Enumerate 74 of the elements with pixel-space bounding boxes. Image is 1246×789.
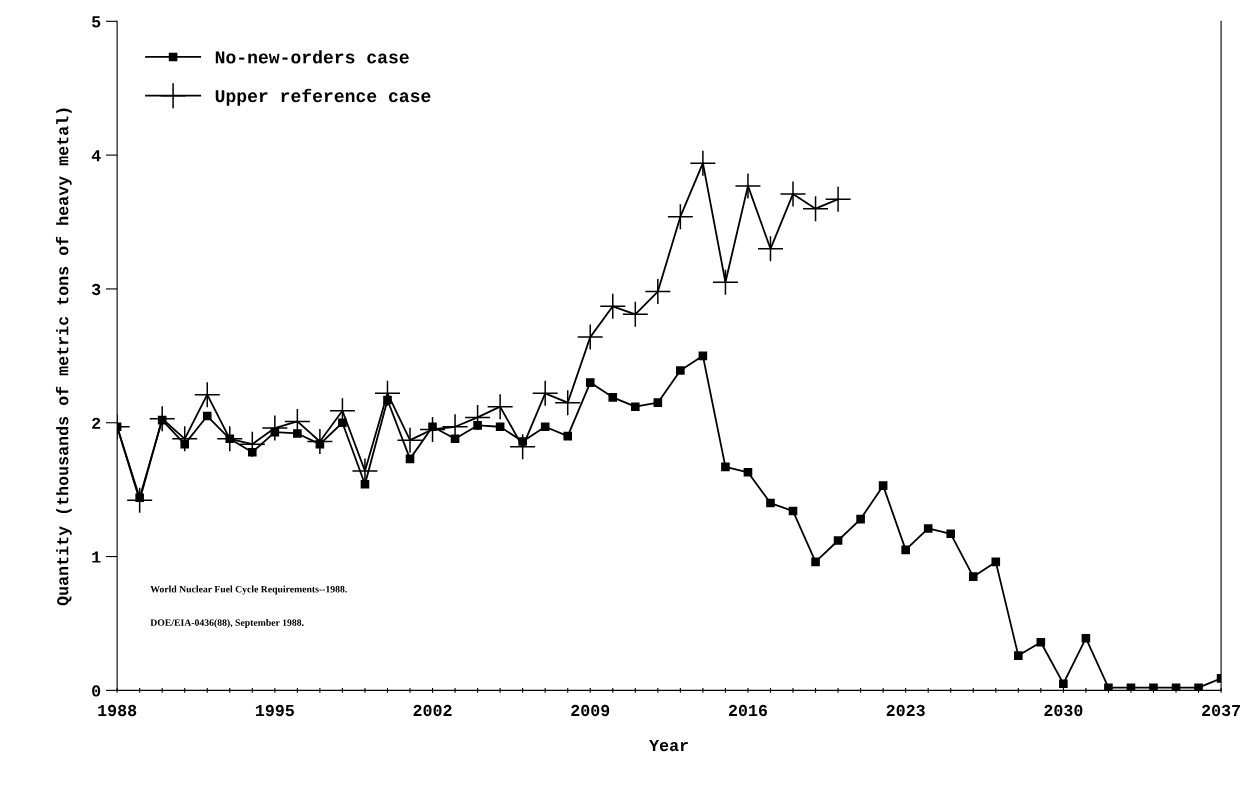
point — [577, 324, 603, 350]
point — [878, 481, 888, 490]
point — [487, 394, 513, 420]
y-tick-label: 3 — [91, 283, 101, 296]
point — [735, 173, 761, 199]
y-tick-label: 0 — [92, 685, 101, 697]
point — [1194, 683, 1203, 691]
point — [563, 431, 573, 441]
legend-label: No-new-orders case — [215, 50, 409, 64]
point — [630, 402, 640, 411]
point — [645, 279, 671, 305]
x-tick-label: 2030 — [1044, 704, 1083, 717]
point — [194, 382, 220, 408]
point — [712, 269, 738, 295]
y-tick-label: 2 — [92, 417, 101, 429]
point — [788, 506, 798, 516]
point — [1059, 679, 1068, 688]
x-tick-label: 1995 — [255, 704, 294, 717]
point — [676, 366, 685, 375]
y-tick-label: 4 — [91, 150, 101, 162]
point — [690, 150, 716, 176]
point — [946, 529, 956, 539]
annotation: World Nuclear Fuel Cycle Requirements--1988. — [150, 585, 347, 595]
point — [780, 181, 806, 207]
point — [383, 395, 392, 405]
point — [495, 422, 505, 432]
point — [338, 418, 347, 428]
y-axis-title: Quantity (thousands of metric tons of heavy metal) — [55, 108, 72, 606]
point — [1126, 683, 1136, 691]
point — [600, 293, 626, 319]
point — [540, 422, 550, 432]
point — [923, 524, 933, 533]
point — [1081, 633, 1091, 643]
x-tick-label: 2037 — [1202, 704, 1240, 717]
x-tick-label: 2009 — [571, 704, 610, 717]
x-tick-label: 2016 — [728, 704, 768, 717]
point — [1104, 683, 1113, 691]
point — [405, 454, 415, 464]
point — [833, 536, 843, 545]
x-tick-label: 2002 — [413, 704, 452, 717]
point — [293, 429, 302, 438]
point — [811, 557, 820, 567]
point — [653, 398, 663, 407]
point — [721, 462, 730, 472]
point — [757, 236, 783, 262]
x-tick-label: 1988 — [98, 704, 137, 717]
point — [518, 437, 527, 446]
point — [202, 411, 212, 421]
x-axis-title: Year — [649, 740, 688, 752]
point — [766, 498, 775, 508]
legend-label: Upper reference case — [215, 88, 431, 106]
point — [397, 427, 423, 453]
point — [532, 380, 558, 406]
point — [968, 572, 978, 581]
point — [473, 421, 482, 430]
point — [360, 479, 370, 489]
point — [825, 186, 851, 212]
point — [1171, 683, 1181, 691]
point — [901, 545, 910, 555]
point — [585, 378, 595, 387]
point — [1014, 651, 1023, 660]
point — [450, 434, 460, 444]
point — [698, 351, 708, 361]
y-tick-label: 1 — [92, 551, 101, 563]
point — [856, 514, 865, 524]
x-tick-label: 2023 — [886, 704, 925, 717]
point — [608, 393, 618, 402]
point — [247, 447, 257, 457]
annotation: DOE/EIA-0436(88), September 1988. — [150, 619, 304, 628]
point — [1036, 637, 1046, 647]
point — [1149, 683, 1158, 691]
point — [991, 557, 1001, 567]
y-tick-label: 5 — [92, 16, 101, 28]
point — [743, 467, 753, 477]
